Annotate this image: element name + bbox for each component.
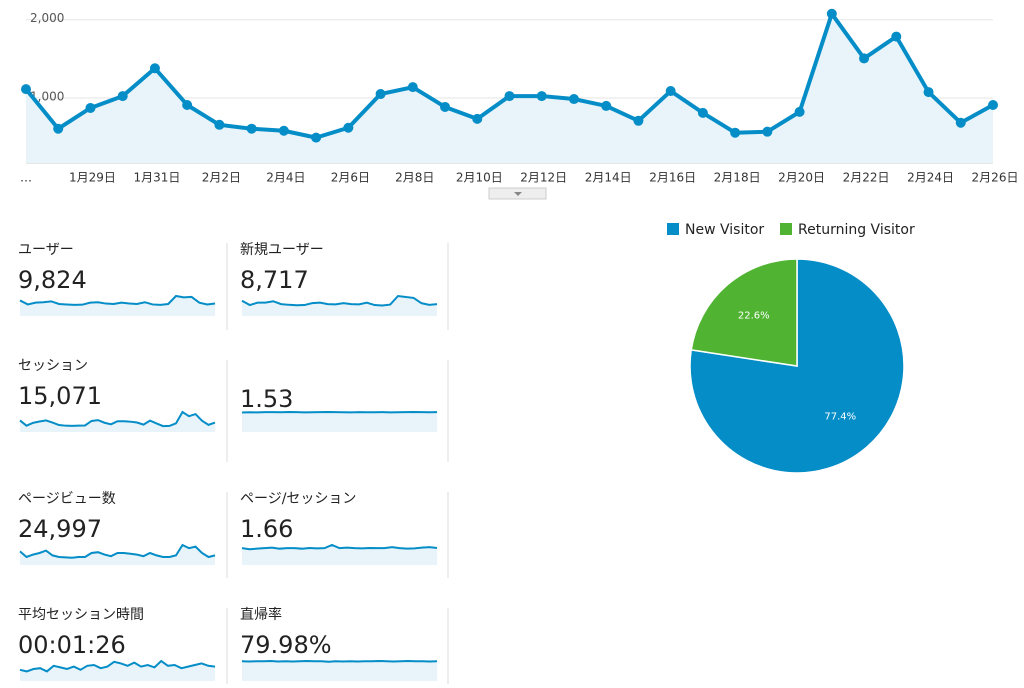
- metric-value: 1.53: [240, 385, 293, 413]
- sparkline-area: [242, 296, 437, 316]
- metric-label: 平均セッション時間: [18, 607, 144, 623]
- sparkline: [19, 659, 216, 673]
- x-tick-label: 2月22日: [843, 171, 890, 185]
- metric-label: 直帰率: [240, 606, 282, 623]
- point: [278, 125, 289, 136]
- point: [311, 132, 322, 143]
- sparkline-area: [20, 545, 215, 565]
- point: [859, 53, 870, 64]
- expand-arrow: [514, 192, 522, 196]
- legend-label: Returning Visitor: [798, 222, 915, 238]
- x-tick-label: 2月8日: [395, 171, 434, 185]
- metric-label: ページ/セッション: [240, 491, 356, 507]
- metric-value: 9,824: [18, 266, 87, 294]
- sparkline: [19, 294, 216, 306]
- point: [440, 101, 451, 112]
- sparkline: [19, 543, 216, 559]
- metric-label: ページビュー数: [18, 491, 116, 507]
- x-tick-label: 2月14日: [585, 171, 632, 185]
- metric-value: 1.66: [240, 515, 293, 543]
- x-tick-label: 2月2日: [202, 171, 241, 185]
- point: [21, 84, 31, 95]
- x-tick-label: 2月6日: [331, 171, 370, 185]
- metric-value: 00:01:26: [18, 631, 126, 659]
- legend-label: New Visitor: [685, 222, 764, 238]
- point: [697, 107, 708, 118]
- point: [826, 8, 837, 19]
- slice-label: 77.4%: [824, 411, 856, 422]
- x-tick-label: 1月29日: [69, 171, 116, 185]
- x-tick-label: …: [20, 171, 32, 185]
- sparkline: [241, 543, 438, 551]
- sparkline: [241, 410, 438, 414]
- sparkline-area: [20, 661, 215, 681]
- point: [343, 122, 354, 133]
- slice-label: 22.6%: [738, 311, 770, 322]
- area: [26, 13, 993, 164]
- x-tick-label: 1月31日: [133, 171, 180, 185]
- metric-value: 79.98%: [240, 631, 332, 659]
- metric-value: 15,071: [18, 382, 102, 410]
- metric-value: 8,717: [240, 266, 309, 294]
- point: [375, 89, 386, 100]
- metric-label: 新規ユーザー: [240, 242, 324, 258]
- point: [504, 91, 515, 102]
- point: [407, 82, 418, 93]
- sparkline-area: [242, 545, 437, 565]
- point: [633, 115, 644, 126]
- metric-value: 24,997: [18, 515, 102, 543]
- point: [955, 117, 966, 128]
- point: [762, 126, 773, 137]
- legend-swatch: [667, 223, 679, 235]
- sparkline-area: [242, 412, 437, 432]
- point: [472, 113, 483, 124]
- x-tick-label: 2月16日: [649, 171, 696, 185]
- point: [149, 63, 160, 74]
- sparkline: [19, 410, 216, 428]
- point: [988, 99, 998, 110]
- pie-slice: [690, 258, 798, 367]
- point: [891, 31, 902, 42]
- point: [214, 119, 225, 130]
- sparkline-area: [242, 661, 437, 681]
- point: [794, 106, 805, 117]
- point: [246, 123, 257, 134]
- metric-label: セッション: [18, 358, 88, 374]
- x-tick-label: 2月24日: [907, 171, 954, 185]
- sparkline-area: [20, 296, 215, 316]
- x-tick-label: 2月12日: [520, 171, 567, 185]
- sparkline: [241, 659, 438, 663]
- point: [536, 91, 547, 102]
- x-tick-label: 2月26日: [972, 171, 1019, 185]
- pie-slice: [689, 258, 905, 474]
- point: [601, 100, 612, 111]
- point: [730, 127, 741, 138]
- point: [923, 87, 934, 98]
- point: [53, 123, 64, 134]
- point: [665, 86, 676, 97]
- x-tick-label: 2月18日: [714, 171, 761, 185]
- x-tick-label: 2月4日: [266, 171, 305, 185]
- legend-swatch: [780, 223, 792, 235]
- point: [182, 99, 193, 110]
- y-tick-label: 2,000: [30, 11, 64, 25]
- metric-label: ユーザー: [18, 242, 74, 258]
- point: [117, 91, 128, 102]
- y-tick-label: 1,000: [30, 90, 64, 104]
- x-tick-label: 2月10日: [456, 171, 503, 185]
- point: [85, 102, 96, 113]
- point: [568, 94, 579, 105]
- x-tick-label: 2月20日: [778, 171, 825, 185]
- sparkline: [241, 294, 438, 307]
